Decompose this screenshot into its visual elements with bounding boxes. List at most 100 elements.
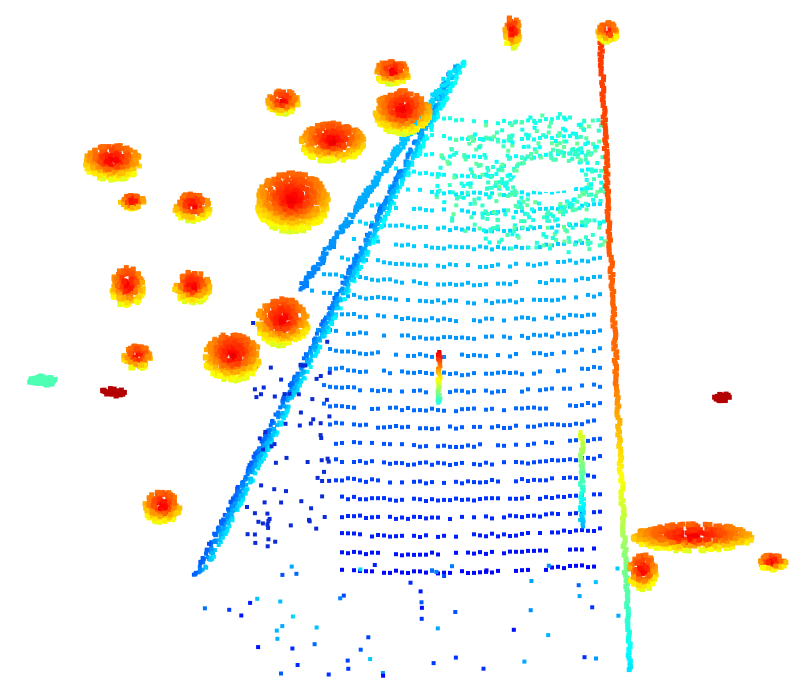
ground-point (592, 529, 596, 533)
ground-point (521, 144, 526, 149)
ground-point (496, 496, 500, 501)
wall-point (355, 270, 360, 275)
tree-point (121, 197, 127, 203)
ground-point (538, 298, 542, 302)
pole-point (626, 647, 632, 653)
pole-point (608, 283, 614, 289)
ground-point (352, 494, 356, 499)
ground-point (328, 384, 332, 389)
tree-point (119, 176, 125, 182)
tree-point (321, 189, 327, 195)
tree-point (128, 201, 134, 206)
ground-point (595, 190, 600, 194)
ground-point (400, 480, 404, 485)
ground-point (346, 312, 350, 317)
wall-point (326, 330, 331, 334)
wall-point (344, 220, 348, 225)
ground-point (424, 208, 428, 213)
ground-point (483, 155, 488, 160)
tree-point (297, 191, 303, 197)
ground-point (545, 214, 550, 219)
tree-point (310, 154, 316, 160)
ground-point (496, 443, 500, 448)
ground-point (382, 368, 386, 373)
ground-point (352, 292, 356, 297)
ground-point (538, 118, 542, 123)
ground-point (590, 118, 595, 123)
tree-point (277, 190, 282, 196)
ground-point (562, 151, 566, 156)
ground-point (568, 134, 572, 138)
ground-point (448, 335, 452, 340)
wall-point (230, 518, 235, 523)
wall-point (279, 377, 284, 382)
wall-point (358, 252, 363, 257)
wall-point (403, 137, 408, 142)
tree-point (178, 210, 184, 215)
ground-point (400, 389, 404, 394)
tree-point (277, 200, 283, 206)
ground-point (412, 408, 416, 413)
wall-point (253, 540, 258, 545)
ground-point (568, 115, 572, 120)
pole-point (603, 134, 609, 140)
tree-point (130, 280, 136, 286)
wall-point (397, 185, 402, 190)
ground-point (580, 547, 584, 552)
ground-point (538, 514, 542, 519)
wall-point (267, 436, 272, 441)
tree-point (388, 81, 394, 87)
tree-point (193, 298, 199, 303)
pole-point (597, 62, 603, 68)
ground-point (592, 202, 596, 207)
ground-point (442, 300, 446, 305)
ground-point (448, 116, 452, 121)
tree-point (407, 108, 413, 114)
pole-point (597, 57, 603, 63)
ground-point (520, 225, 525, 230)
ground-point (424, 170, 428, 175)
ground-point (430, 371, 434, 376)
ground-point (328, 366, 332, 371)
ground-point (334, 272, 338, 277)
tree-point (306, 181, 312, 187)
wall-point (211, 554, 216, 559)
ground-point (460, 444, 464, 449)
wall-point (259, 452, 263, 457)
pole-point (604, 186, 610, 191)
wall-point (230, 515, 235, 520)
pole-point (617, 469, 623, 475)
wall-point (335, 305, 340, 310)
tree-point (190, 199, 196, 205)
ground-point (546, 633, 551, 638)
ground-point (419, 616, 424, 621)
tree-point (179, 274, 185, 280)
ground-point (568, 201, 573, 206)
tree-point (307, 137, 313, 143)
pole-point (623, 561, 629, 567)
tree-point (104, 144, 110, 150)
pole-point (438, 396, 443, 401)
wall-point (403, 167, 408, 172)
wall-point (385, 206, 390, 210)
ground-point (563, 117, 568, 122)
tree-point (298, 208, 304, 214)
wall-point (339, 230, 344, 235)
ground-point (502, 139, 506, 144)
ground-point (544, 459, 548, 464)
ground-point (526, 567, 530, 572)
tree-point (278, 225, 284, 231)
tree-point (296, 198, 302, 204)
wall-point (391, 156, 396, 161)
ground-point (574, 421, 578, 426)
tree-point (96, 175, 102, 181)
wall-point (233, 501, 238, 506)
ground-point (370, 388, 374, 393)
tree-point (331, 157, 337, 163)
tree-point (199, 215, 205, 221)
ground-point (505, 153, 510, 158)
ground-point (442, 172, 446, 177)
tree-point (282, 226, 288, 232)
ground-point (450, 216, 455, 221)
tree-point (290, 170, 296, 176)
